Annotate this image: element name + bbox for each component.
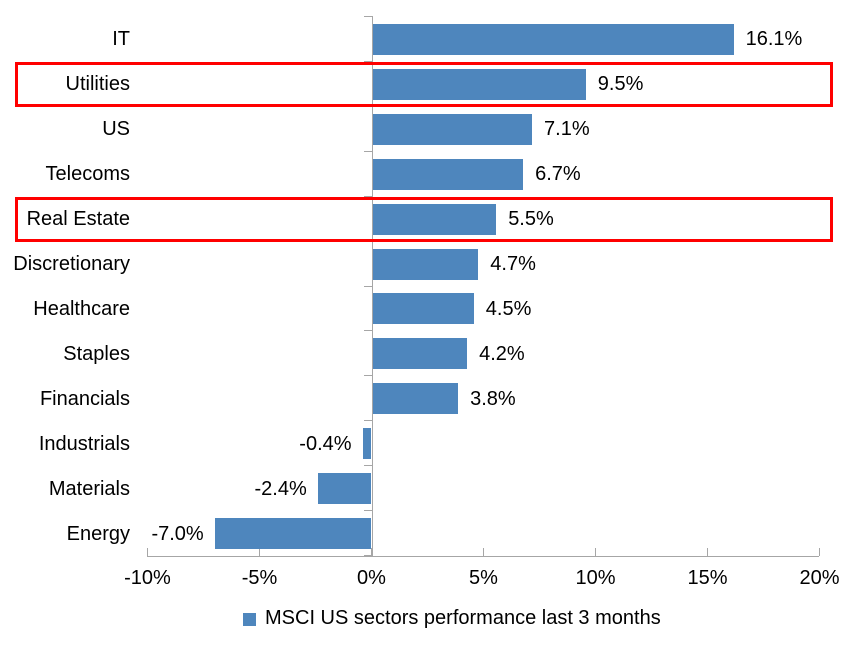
highlight-box-real-estate (15, 196, 833, 242)
value-label-real-estate: 5.5% (508, 208, 554, 231)
category-label-energy: Energy (66, 522, 130, 545)
value-label-materials: -2.4% (254, 477, 307, 500)
x-axis-tick-label: 5% (469, 567, 498, 589)
y-axis-tick (363, 375, 372, 377)
category-label-utilities: Utilities (65, 73, 130, 96)
y-axis-tick (363, 420, 372, 422)
category-label-real-estate: Real Estate (26, 208, 130, 231)
x-axis-tick-label: -10% (124, 567, 171, 589)
x-axis-tick (371, 548, 372, 556)
x-axis-tick (147, 548, 148, 556)
x-axis-tick-label: 10% (575, 567, 616, 589)
bar-utilities (373, 68, 586, 100)
y-axis-tick (363, 510, 372, 512)
category-label-it: IT (112, 28, 130, 51)
x-axis-tick-label: 20% (799, 567, 840, 589)
legend-swatch-icon (243, 612, 256, 626)
bar-healthcare (373, 293, 474, 325)
x-axis-tick-label: 0% (357, 567, 386, 589)
value-label-discretionary: 4.7% (490, 253, 536, 276)
bar-industrials (362, 428, 372, 460)
y-axis-tick (363, 330, 372, 332)
x-axis-tick (595, 548, 596, 556)
bar-telecoms (373, 158, 524, 190)
category-label-us: US (102, 118, 130, 141)
legend-label: MSCI US sectors performance last 3 month… (265, 607, 661, 629)
highlight-box-utilities (15, 61, 833, 107)
x-axis-tick (259, 548, 260, 556)
bar-energy (214, 518, 372, 550)
category-label-industrials: Industrials (38, 432, 130, 455)
bar-discretionary (373, 248, 479, 280)
y-axis-tick (363, 195, 372, 197)
x-axis-tick (819, 548, 820, 556)
bar-materials (317, 473, 372, 505)
value-label-healthcare: 4.5% (485, 297, 532, 320)
x-axis-line (147, 556, 819, 557)
y-axis-tick (363, 60, 372, 62)
category-label-staples: Staples (63, 342, 130, 365)
x-axis-tick-label: -5% (241, 567, 278, 589)
y-axis-tick (363, 16, 372, 17)
value-label-telecoms: 6.7% (535, 163, 581, 186)
legend: MSCI US sectors performance last 3 month… (243, 606, 661, 630)
value-label-it: 16.1% (745, 28, 803, 51)
y-axis-line (371, 16, 373, 556)
value-label-financials: 3.8% (470, 387, 516, 410)
category-label-financials: Financials (39, 387, 130, 410)
value-label-industrials: -0.4% (299, 432, 352, 455)
y-axis-tick (363, 285, 372, 287)
value-label-staples: 4.2% (479, 342, 525, 365)
x-axis-tick (483, 548, 484, 556)
bar-staples (373, 338, 468, 370)
y-axis-tick (363, 150, 372, 152)
category-label-materials: Materials (48, 477, 130, 500)
category-label-healthcare: Healthcare (33, 297, 130, 320)
value-label-us: 7.1% (544, 118, 590, 141)
bar-it (373, 23, 734, 55)
category-label-discretionary: Discretionary (13, 253, 130, 276)
x-axis-tick (707, 548, 708, 556)
y-axis-tick (363, 465, 372, 467)
y-axis-tick (363, 555, 372, 556)
category-label-telecoms: Telecoms (45, 163, 130, 186)
bar-real-estate (373, 203, 497, 235)
value-label-utilities: 9.5% (597, 73, 644, 96)
x-axis-tick-label: 15% (687, 567, 728, 589)
value-label-energy: -7.0% (151, 522, 204, 545)
bar-financials (373, 383, 459, 415)
bar-us (373, 113, 533, 145)
